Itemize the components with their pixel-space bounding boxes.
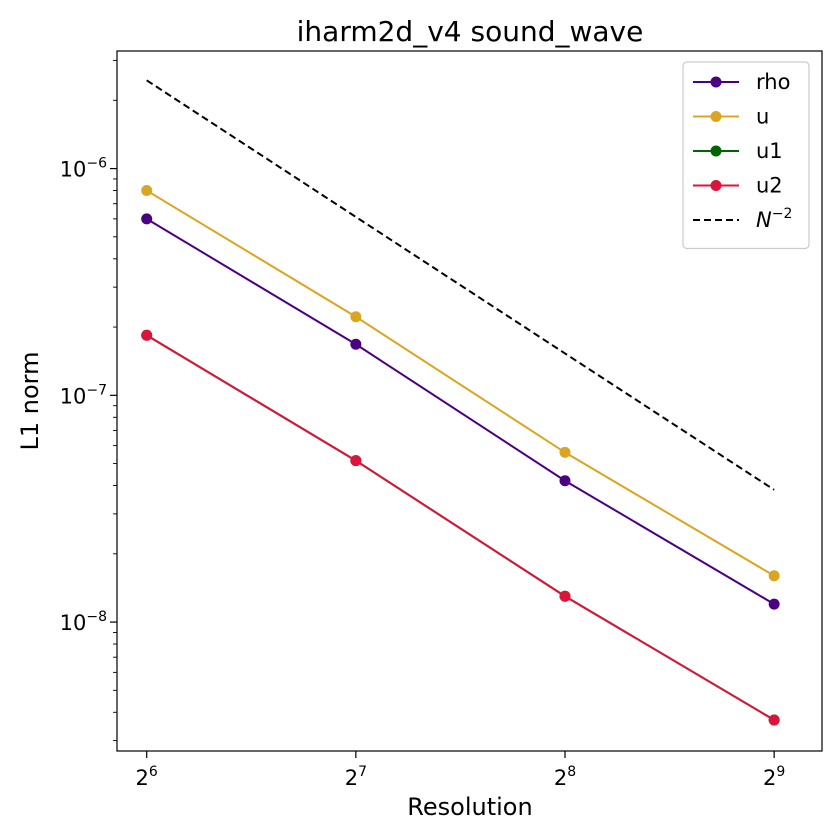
series-layer bbox=[141, 79, 780, 726]
data-point bbox=[559, 590, 571, 602]
legend-entry: u1 bbox=[693, 139, 783, 163]
x-axis-ticks: 26 27 28 29 bbox=[136, 751, 785, 790]
legend-entry: rho bbox=[693, 70, 790, 94]
legend-marker bbox=[710, 180, 722, 191]
legend-marker bbox=[710, 111, 722, 122]
legend-label: N−2 bbox=[756, 206, 792, 232]
legend-entry: u bbox=[693, 105, 769, 129]
x-tick-label: 28 bbox=[554, 764, 576, 790]
y-tick-label: 10−7 bbox=[60, 382, 107, 408]
plot-frame bbox=[116, 50, 823, 752]
series-line bbox=[146, 218, 775, 605]
legend-marker bbox=[710, 76, 722, 88]
y-axis-ticks: 10−6 10−7 10−8 bbox=[60, 59, 117, 742]
legend-entry: u2 bbox=[693, 174, 783, 198]
data-point bbox=[350, 455, 362, 467]
series-line bbox=[146, 79, 775, 491]
legend-label: u bbox=[756, 105, 769, 129]
x-tick-label: 27 bbox=[345, 764, 367, 790]
y-axis-label: L1 norm bbox=[16, 352, 44, 451]
series-rho bbox=[141, 213, 780, 610]
series-line bbox=[146, 334, 775, 721]
series-N bbox=[146, 79, 775, 491]
data-point bbox=[559, 475, 571, 487]
data-point bbox=[768, 570, 780, 582]
series-line bbox=[146, 189, 775, 577]
data-point bbox=[141, 213, 153, 225]
legend: rho u u1 u2 N−2 bbox=[682, 61, 810, 250]
chart-title: iharm2d_v4 sound_wave bbox=[297, 15, 644, 48]
data-point bbox=[768, 714, 780, 726]
legend-label: u1 bbox=[756, 139, 783, 163]
data-point bbox=[350, 338, 362, 350]
data-point bbox=[141, 329, 153, 341]
series-u bbox=[141, 185, 780, 582]
data-point bbox=[559, 446, 571, 458]
x-axis-label: Resolution bbox=[407, 793, 532, 821]
x-tick-label: 26 bbox=[136, 764, 158, 790]
series-u2 bbox=[141, 329, 780, 726]
legend-entry: N−2 bbox=[693, 206, 792, 232]
data-point bbox=[768, 598, 780, 610]
y-tick-label: 10−8 bbox=[60, 609, 107, 635]
data-point bbox=[350, 311, 362, 323]
legend-label: u2 bbox=[756, 174, 783, 198]
legend-label: rho bbox=[756, 70, 790, 94]
y-tick-label: 10−6 bbox=[60, 156, 107, 182]
data-point bbox=[141, 185, 153, 197]
legend-box bbox=[682, 61, 810, 250]
legend-marker bbox=[710, 145, 722, 157]
x-tick-label: 29 bbox=[763, 764, 785, 790]
